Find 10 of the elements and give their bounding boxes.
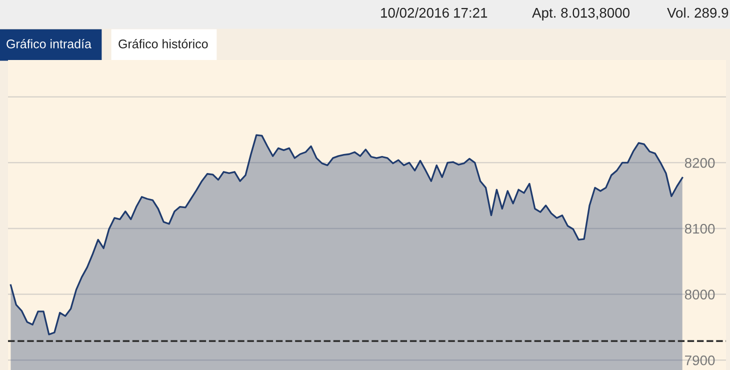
text: 10/02/2016 — [381, 8, 449, 18]
y-tick-label: 8100 — [684, 224, 715, 234]
text: Gráfico intradía — [6, 39, 92, 48]
y-tick-label: 8000 — [684, 290, 715, 300]
text: Apt. 8.013,8000 — [532, 8, 630, 20]
y-tick-label: 8200 — [684, 158, 715, 168]
text: Vol. 289.9 — [667, 8, 728, 18]
text: Gráfico histórico — [118, 39, 208, 48]
y-tick-label: 7900 — [685, 355, 715, 366]
text: 17:21 — [454, 8, 488, 18]
